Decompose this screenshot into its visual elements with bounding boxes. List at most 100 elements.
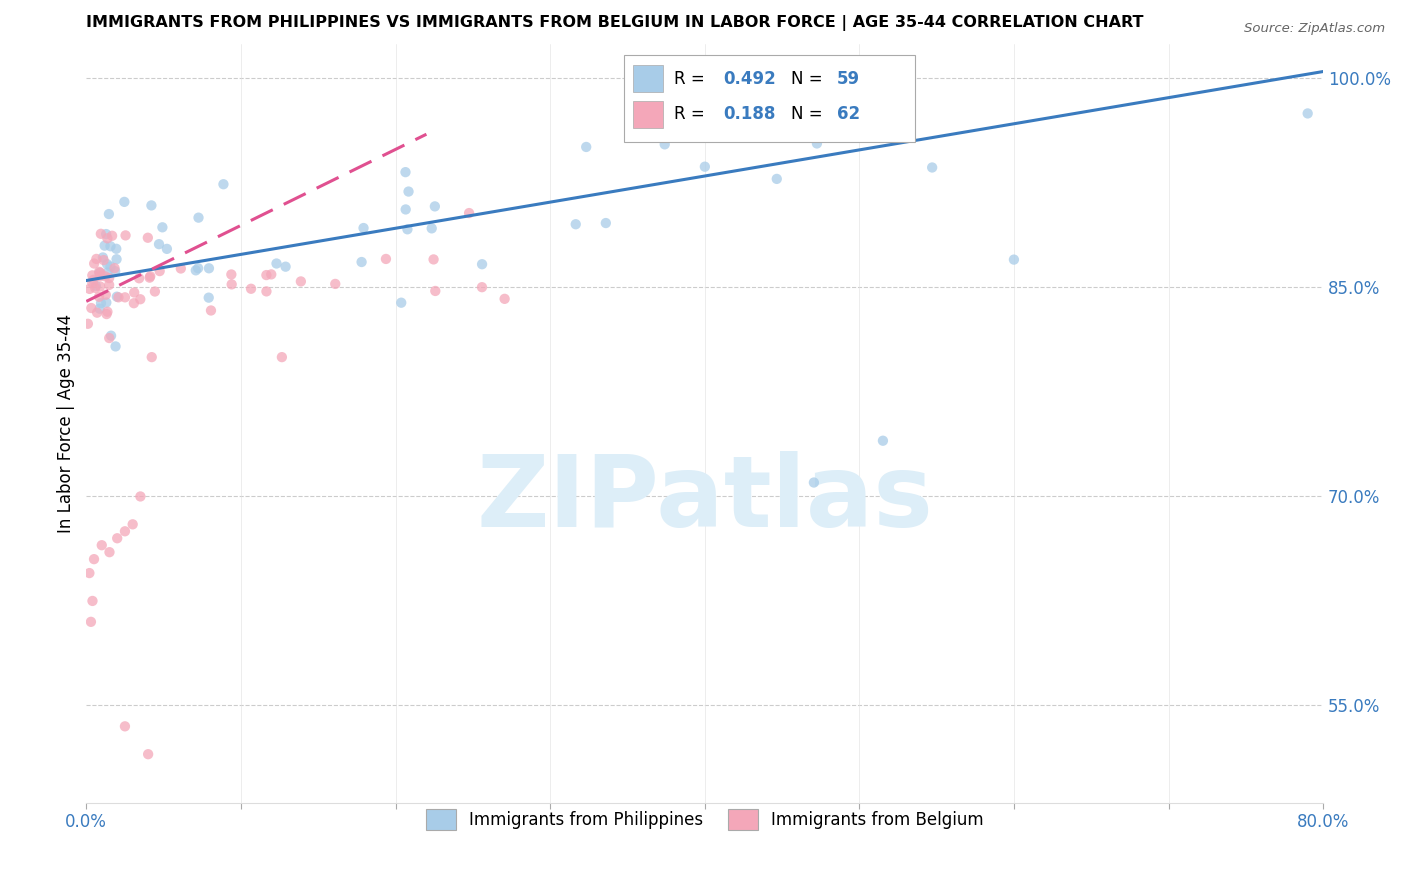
Point	[97, 266, 120, 280]
Point	[105, 252, 128, 267]
Text: IMMIGRANTS FROM PHILIPPINES VS IMMIGRANTS FROM BELGIUM IN LABOR FORCE | AGE 35-4: IMMIGRANTS FROM PHILIPPINES VS IMMIGRANT…	[86, 15, 1144, 31]
Point	[82, 276, 104, 290]
Point	[79, 282, 101, 296]
Text: ZIPatlas: ZIPatlas	[477, 450, 934, 548]
Point	[84, 281, 107, 295]
Point	[97, 207, 120, 221]
Point	[91, 251, 114, 265]
Point	[398, 185, 420, 199]
Point	[86, 306, 108, 320]
Point	[394, 165, 416, 179]
Point	[101, 228, 124, 243]
Point	[104, 339, 127, 353]
Text: Source: ZipAtlas.com: Source: ZipAtlas.com	[1244, 22, 1385, 36]
Point	[98, 331, 121, 345]
Point	[90, 227, 112, 241]
Point	[254, 268, 277, 282]
Text: N =: N =	[792, 105, 823, 123]
FancyBboxPatch shape	[633, 101, 662, 128]
Point	[89, 265, 111, 279]
Point	[595, 216, 617, 230]
Point	[79, 566, 101, 580]
Y-axis label: In Labor Force | Age 35-44: In Labor Force | Age 35-44	[58, 314, 75, 533]
Point	[100, 260, 122, 274]
Point	[170, 261, 193, 276]
Point	[458, 206, 481, 220]
Point	[921, 161, 943, 175]
Point	[122, 296, 145, 310]
Point	[212, 178, 235, 192]
Point	[114, 524, 136, 539]
Point	[94, 227, 117, 241]
Point	[103, 261, 125, 276]
Point	[420, 221, 443, 235]
Point	[141, 198, 163, 212]
Point	[266, 256, 288, 270]
Point	[765, 172, 787, 186]
Point	[270, 350, 292, 364]
Point	[112, 194, 135, 209]
Point	[98, 277, 121, 292]
Point	[141, 350, 163, 364]
Point	[423, 199, 446, 213]
Text: 0.188: 0.188	[723, 105, 776, 123]
Point	[93, 238, 115, 252]
Point	[114, 290, 136, 304]
Point	[256, 285, 278, 299]
Point	[96, 307, 118, 321]
Text: N =: N =	[792, 70, 823, 87]
Point	[94, 287, 117, 301]
Point	[96, 231, 118, 245]
Point	[156, 242, 179, 256]
Point	[200, 303, 222, 318]
Point	[149, 264, 172, 278]
Point	[396, 222, 419, 236]
Point	[80, 301, 103, 315]
Point	[122, 285, 145, 300]
Point	[806, 136, 828, 151]
Point	[395, 202, 418, 217]
Point	[148, 237, 170, 252]
Point	[260, 268, 283, 282]
Point	[82, 594, 104, 608]
Point	[221, 268, 243, 282]
Point	[136, 747, 159, 762]
Text: 0.492: 0.492	[723, 70, 776, 87]
Point	[564, 217, 586, 231]
FancyBboxPatch shape	[633, 65, 662, 92]
Point	[374, 252, 396, 266]
Point	[86, 252, 108, 266]
Point	[693, 160, 716, 174]
Text: R =: R =	[673, 105, 704, 123]
Point	[98, 545, 121, 559]
Point	[872, 434, 894, 448]
Point	[83, 552, 105, 566]
Point	[93, 253, 115, 268]
Point	[89, 269, 111, 284]
Point	[197, 291, 219, 305]
Point	[290, 275, 312, 289]
Point	[471, 280, 494, 294]
Point	[105, 290, 128, 304]
Text: 62: 62	[837, 105, 860, 123]
Point	[100, 328, 122, 343]
Point	[129, 490, 152, 504]
Point	[89, 279, 111, 293]
FancyBboxPatch shape	[624, 55, 915, 143]
Point	[136, 231, 159, 245]
Point	[96, 305, 118, 319]
Point	[425, 284, 447, 298]
Text: R =: R =	[673, 70, 704, 87]
Point	[98, 271, 121, 285]
Point	[90, 538, 112, 552]
Point	[107, 290, 129, 304]
Point	[80, 615, 103, 629]
Point	[240, 282, 263, 296]
Point	[803, 475, 825, 490]
Point	[350, 255, 373, 269]
Point	[654, 137, 676, 152]
Point	[422, 252, 444, 267]
Point	[187, 261, 209, 276]
Point	[1296, 106, 1319, 120]
Point	[105, 531, 128, 545]
